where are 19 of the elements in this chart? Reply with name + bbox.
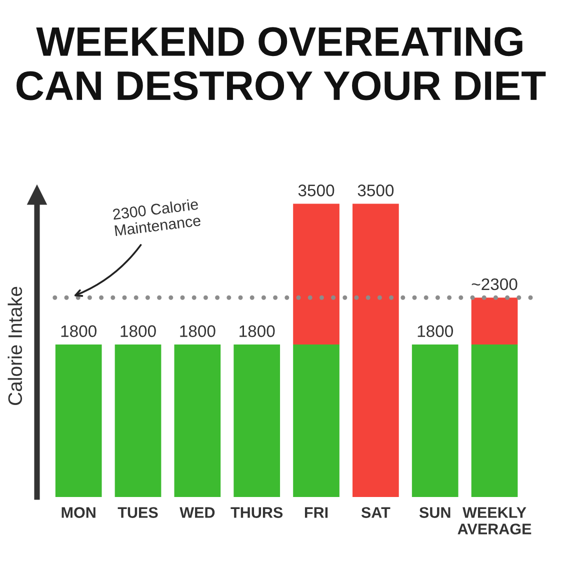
ref-line-label: 2300 Calorie Maintenance [112,198,201,236]
x-tick-label: TUES [118,507,158,518]
y-axis-title: Calorie Intake [8,286,22,405]
annotation: 1800 [120,325,156,338]
x-tick-label: WED [180,507,215,518]
chart-title: WEEKEND OVEREATING CAN DESTROY YOUR DIET [16,27,546,100]
annotation: 3500 [298,184,334,196]
x-tick-label: FRI [304,507,328,518]
x-tick-label: THURS [230,507,283,518]
annotation: 1800 [180,325,216,338]
annotation: 1800 [240,325,275,338]
annotation: ~2300 [472,278,518,290]
x-tick-label: SUN [419,507,450,518]
x-tick-label: MON [62,507,96,518]
x-tick-label: WEEKLY AVERAGE [458,507,532,534]
annotation: 1800 [61,325,96,338]
annotation: 1800 [418,325,453,338]
annotation: 3500 [358,184,394,196]
x-tick-label: SAT [361,507,390,518]
